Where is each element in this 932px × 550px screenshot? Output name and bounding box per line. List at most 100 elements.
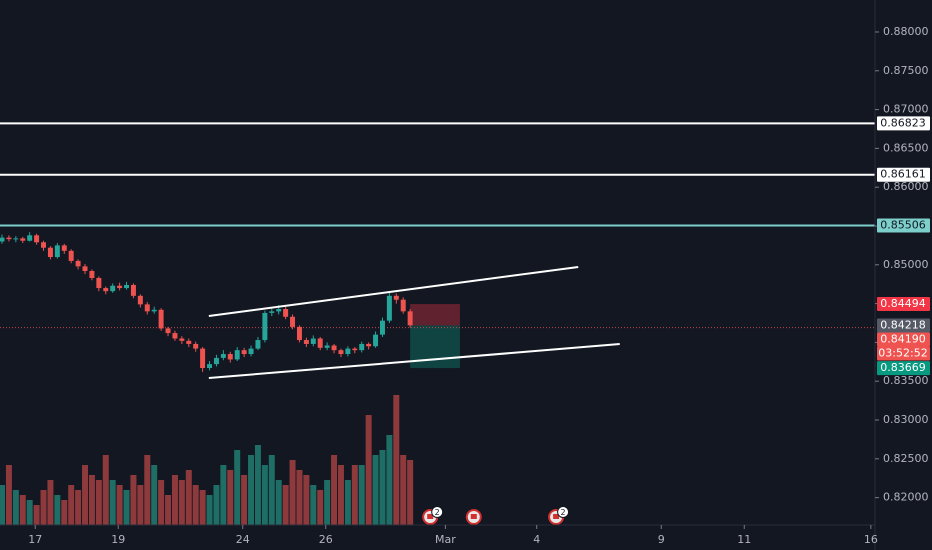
- candle-body: [407, 311, 413, 326]
- candle-body: [255, 340, 261, 349]
- y-tick-label: 0.82500: [883, 452, 929, 465]
- volume-bar: [372, 455, 379, 525]
- y-tick-label: 0.86000: [883, 180, 929, 193]
- price-tag: [877, 318, 930, 333]
- x-tick-label: 17: [28, 533, 42, 546]
- volume-bar: [88, 475, 95, 525]
- volume-bar: [310, 485, 317, 525]
- volume-bar: [234, 450, 241, 525]
- volume-bar: [54, 495, 61, 525]
- x-tick-label: 16: [864, 533, 878, 546]
- volume-bar: [109, 480, 116, 525]
- candle-body: [186, 340, 192, 344]
- candle-body: [359, 343, 365, 351]
- candle-body: [41, 242, 47, 248]
- volume-bar: [289, 460, 296, 525]
- candle-body: [179, 338, 185, 341]
- volume-bar: [213, 485, 220, 525]
- candle-body: [137, 295, 143, 305]
- y-tick-label: 0.85000: [883, 258, 929, 271]
- candle-body: [0, 237, 5, 242]
- volume-bar: [303, 475, 310, 525]
- axes: 0.820000.825000.830000.835000.840000.845…: [28, 25, 930, 546]
- volume-bar: [171, 475, 178, 525]
- volume-bar: [386, 435, 393, 525]
- y-tick-label: 0.86500: [883, 141, 929, 154]
- candle-body: [96, 277, 102, 289]
- candle-body: [34, 235, 40, 243]
- volume-bar: [102, 455, 109, 525]
- candle-body: [317, 338, 323, 348]
- candle-body: [124, 284, 130, 289]
- volume-bar: [5, 465, 12, 525]
- candle-body: [345, 348, 351, 355]
- event-badge-label: 2: [435, 508, 440, 517]
- volume-bar: [130, 475, 137, 525]
- volume-bar: [296, 470, 303, 525]
- volume-bar: [331, 455, 338, 525]
- candle-body: [89, 270, 95, 278]
- volume-bar: [365, 415, 372, 525]
- volume-bar: [26, 500, 33, 525]
- candle-body: [117, 285, 123, 289]
- level-tag-label: 0.85506: [880, 219, 926, 232]
- volume-bar: [275, 480, 282, 525]
- candle-body: [393, 295, 399, 300]
- x-tick-label: 26: [319, 533, 333, 546]
- event-badge: [431, 506, 444, 518]
- volume-bar: [358, 465, 365, 525]
- volume-bar: [123, 490, 130, 525]
- event-badge: [557, 506, 570, 518]
- candle-body: [75, 260, 81, 267]
- price-tag: [877, 297, 930, 312]
- volume-bar: [393, 395, 400, 525]
- candle-body: [165, 328, 171, 334]
- volume-bar: [324, 480, 331, 525]
- level-tag-label: 0.86161: [880, 168, 926, 181]
- volume-bar: [268, 455, 275, 525]
- volume-bar: [185, 470, 192, 525]
- volume-bar: [178, 480, 185, 525]
- volume-bar: [165, 495, 172, 525]
- price-tag-label: 0.83669: [880, 361, 926, 374]
- candle-body: [213, 357, 219, 365]
- level-tag: [877, 116, 930, 131]
- volume-bar: [344, 480, 351, 525]
- candle-body: [269, 311, 275, 313]
- y-tick-label: 0.88000: [883, 25, 929, 38]
- volume-bar: [12, 490, 19, 525]
- candle-body: [290, 316, 296, 327]
- stop-zone: [410, 304, 460, 326]
- candle-body: [276, 309, 282, 312]
- volume-bar: [47, 480, 54, 525]
- x-tick-label: 4: [533, 533, 540, 546]
- price-tag-label: 03:52:52: [878, 346, 927, 359]
- volume-bar: [241, 475, 248, 525]
- volume-bar: [282, 485, 289, 525]
- candle-body: [283, 309, 289, 317]
- event-flag: [470, 514, 477, 519]
- candle-body: [82, 266, 88, 271]
- volume-bar: [192, 485, 199, 525]
- price-tag-label: 0.84190: [880, 332, 926, 345]
- volume-bar: [137, 485, 144, 525]
- volume-bar: [82, 465, 89, 525]
- candle-body: [296, 326, 302, 341]
- candle-body: [193, 343, 199, 349]
- candle-body: [248, 348, 254, 355]
- candle-body: [227, 354, 233, 360]
- x-tick-label: 19: [111, 533, 125, 546]
- trendline: [208, 265, 579, 318]
- event-flag: [553, 514, 560, 519]
- candle-body: [54, 245, 60, 258]
- y-tick-label: 0.87000: [883, 103, 929, 116]
- candle-body: [310, 338, 316, 344]
- volume-bar: [206, 495, 213, 525]
- volume-bar: [248, 455, 255, 525]
- price-tag: [877, 361, 930, 376]
- candle-body: [400, 299, 406, 312]
- candle-body: [151, 309, 157, 312]
- candle-body: [324, 345, 330, 348]
- candle-body: [27, 235, 33, 241]
